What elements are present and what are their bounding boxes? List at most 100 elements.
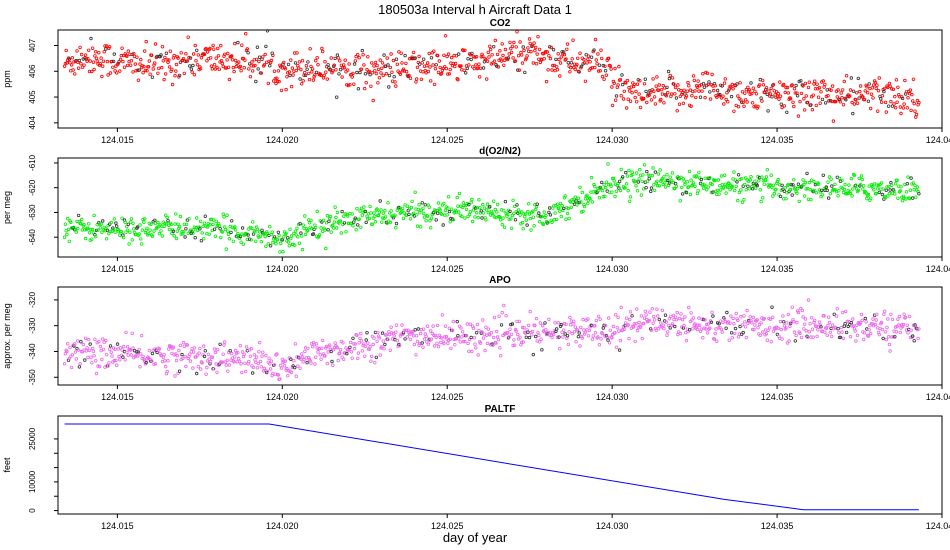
co2-data-point bbox=[865, 90, 870, 95]
co2-data-point bbox=[275, 76, 279, 80]
o2n2-data-point bbox=[260, 228, 264, 232]
apo-data-point bbox=[484, 325, 488, 329]
co2-y-tick-label: 406 bbox=[28, 64, 37, 78]
o2n2-data-point bbox=[913, 183, 917, 188]
apo-data-point bbox=[911, 323, 916, 327]
o2n2-data-point bbox=[112, 217, 116, 221]
o2n2-data-point bbox=[812, 179, 816, 184]
co2-data-point bbox=[576, 56, 580, 60]
apo-data-point bbox=[458, 340, 462, 344]
apo-data-point bbox=[285, 366, 289, 371]
apo-data-point bbox=[790, 305, 794, 309]
o2n2-data-point bbox=[410, 199, 414, 204]
apo-data-point bbox=[414, 353, 418, 357]
co2-data-point bbox=[378, 58, 382, 62]
co2-data-point bbox=[509, 46, 513, 51]
apo-data-point bbox=[338, 348, 343, 352]
o2n2-data-point bbox=[917, 192, 921, 196]
apo-data-point bbox=[723, 319, 727, 324]
o2n2-data-point bbox=[695, 191, 700, 196]
co2-data-point bbox=[108, 71, 113, 75]
paltf-x-tick-label: 124.015 bbox=[101, 521, 134, 531]
o2n2-data-point bbox=[473, 215, 477, 219]
co2-data-point bbox=[388, 65, 392, 70]
apo-data-point bbox=[282, 359, 286, 363]
o2n2-data-point bbox=[247, 237, 252, 241]
o2n2-data-point bbox=[360, 213, 364, 217]
apo-data-point bbox=[522, 326, 526, 330]
o2n2-data-point bbox=[145, 226, 149, 230]
apo-data-point bbox=[526, 330, 530, 334]
co2-data-point bbox=[624, 106, 629, 110]
o2n2-data-point bbox=[171, 229, 176, 233]
o2n2-data-point bbox=[111, 227, 116, 232]
o2n2-data-point bbox=[548, 213, 553, 217]
o2n2-data-point bbox=[259, 239, 263, 244]
co2-data-point bbox=[176, 56, 180, 60]
apo-data-point bbox=[536, 330, 540, 335]
co2-data-point bbox=[250, 60, 254, 64]
o2n2-data-point bbox=[157, 231, 162, 236]
co2-data-point bbox=[649, 98, 654, 102]
o2n2-data-point bbox=[782, 189, 787, 193]
co2-data-point bbox=[86, 48, 91, 52]
paltf-x-tick-label: 124.030 bbox=[596, 521, 629, 531]
apo-data-point bbox=[759, 321, 763, 325]
paltf-y-tick-label: 10000 bbox=[28, 470, 37, 493]
apo-data-point bbox=[139, 352, 143, 356]
o2n2-data-point bbox=[641, 173, 645, 177]
co2-data-point bbox=[855, 101, 860, 105]
co2-data-point bbox=[181, 57, 186, 61]
o2n2-data-point bbox=[884, 188, 888, 192]
co2-data-point bbox=[229, 54, 234, 58]
co2-data-point bbox=[515, 30, 519, 34]
co2-data-point bbox=[900, 96, 905, 101]
co2-data-point bbox=[520, 61, 525, 65]
o2n2-data-point bbox=[193, 235, 197, 240]
co2-data-point bbox=[670, 76, 675, 80]
apo-data-point bbox=[528, 309, 532, 314]
apo-data-point bbox=[509, 322, 513, 327]
apo-data-point bbox=[130, 331, 134, 335]
co2-data-point bbox=[67, 57, 71, 61]
co2-data-point bbox=[264, 44, 268, 49]
apo-data-point bbox=[540, 348, 544, 352]
o2n2-data-point bbox=[735, 180, 739, 184]
apo-data-point bbox=[607, 316, 611, 320]
apo-data-point bbox=[709, 320, 714, 324]
apo-data-point bbox=[830, 334, 834, 339]
apo-data-point bbox=[112, 358, 116, 363]
co2-data-point bbox=[771, 82, 776, 87]
co2-data-point bbox=[876, 109, 880, 113]
o2n2-data-point bbox=[666, 178, 670, 183]
o2n2-y-tick-label: -640 bbox=[28, 229, 37, 246]
co2-data-point bbox=[358, 70, 362, 75]
o2n2-data-point bbox=[407, 212, 411, 217]
apo-data-point bbox=[640, 336, 644, 341]
apo-data-point bbox=[74, 357, 78, 361]
o2n2-data-point bbox=[327, 219, 331, 223]
apo-data-point bbox=[836, 327, 840, 331]
co2-data-point bbox=[395, 62, 399, 67]
apo-data-point bbox=[298, 366, 302, 370]
co2-data-point bbox=[778, 80, 782, 84]
apo-data-point bbox=[897, 323, 901, 327]
co2-title: CO2 bbox=[490, 18, 511, 29]
co2-data-point bbox=[578, 51, 582, 55]
apo-data-point bbox=[631, 325, 636, 329]
apo-data-point bbox=[742, 314, 746, 318]
co2-data-point bbox=[755, 106, 759, 110]
o2n2-data-point bbox=[635, 171, 639, 175]
co2-data-point bbox=[531, 61, 535, 65]
o2n2-data-point bbox=[321, 218, 326, 223]
o2n2-data-point bbox=[445, 213, 449, 217]
apo-data-point bbox=[309, 361, 313, 365]
o2n2-data-point bbox=[388, 220, 392, 225]
apo-data-point bbox=[99, 348, 103, 353]
co2-data-point bbox=[287, 70, 291, 74]
apo-data-point bbox=[882, 312, 886, 316]
co2-data-point bbox=[262, 63, 267, 67]
apo-data-point bbox=[500, 310, 504, 315]
o2n2-data-point bbox=[418, 210, 422, 215]
co2-data-point bbox=[205, 50, 210, 54]
